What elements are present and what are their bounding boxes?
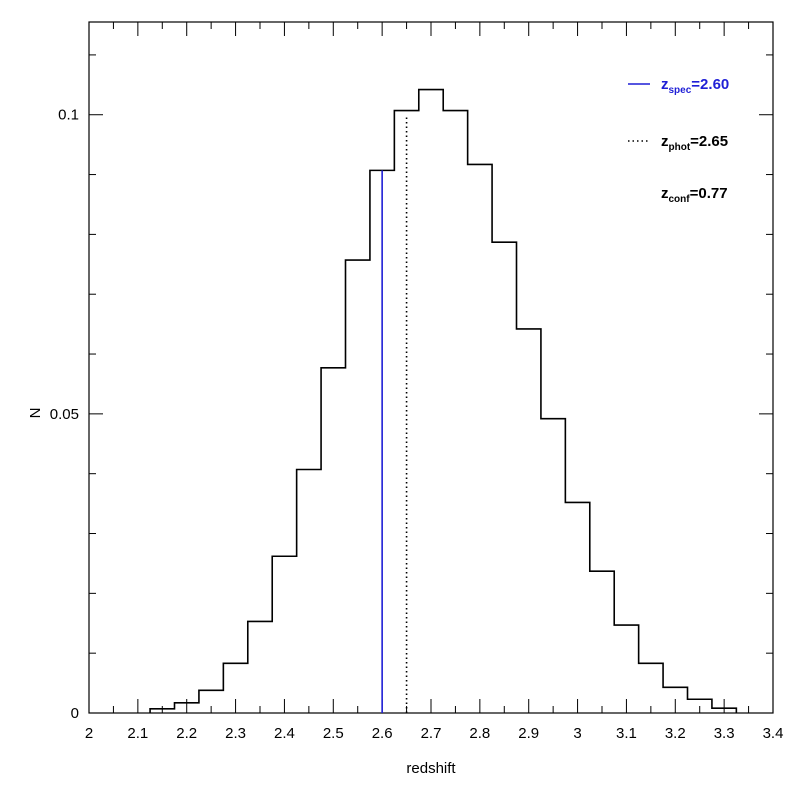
x-tick-label: 3.3 (714, 725, 735, 742)
x-tick-label: 3.1 (616, 725, 637, 742)
plot-frame (88, 21, 774, 714)
x-tick-label: 2.4 (274, 725, 295, 742)
x-tick-label: 2.1 (127, 725, 148, 742)
x-tick-label: 2.6 (372, 725, 393, 742)
y-tick-label: 0.05 (50, 406, 79, 423)
legend: zspec=2.60 zphot=2.65 zconf=0.77 (628, 76, 729, 205)
x-axis-title: redshift (406, 760, 456, 777)
y-tick-label: 0.1 (58, 107, 79, 124)
x-tick-label: 2.5 (323, 725, 344, 742)
y-axis-title: N (27, 408, 44, 419)
histogram-steps (149, 88, 738, 713)
x-tick-label: 3 (573, 725, 581, 742)
x-tick-label: 3.2 (665, 725, 686, 742)
x-tick-label: 2.9 (518, 725, 539, 742)
x-tick-label: 3.4 (763, 725, 784, 742)
x-tick-label: 2 (85, 725, 93, 742)
legend-phot-label: zphot=2.65 (661, 133, 728, 153)
marker-lines (381, 116, 408, 713)
y-tick-label: 0 (71, 705, 79, 722)
x-tick-label: 2.7 (421, 725, 442, 742)
legend-spec-label: zspec=2.60 (661, 76, 729, 96)
legend-conf-label: zconf=0.77 (661, 185, 728, 205)
x-tick-label: 2.8 (469, 725, 490, 742)
x-tick-label: 2.3 (225, 725, 246, 742)
x-tick-label: 2.2 (176, 725, 197, 742)
axis-ticks (88, 22, 774, 714)
tick-labels: 2 2.1 2.2 2.3 2.4 2.5 2.6 2.7 2.8 2.9 3 3.1 3.2 3.3 3.… (50, 107, 784, 742)
